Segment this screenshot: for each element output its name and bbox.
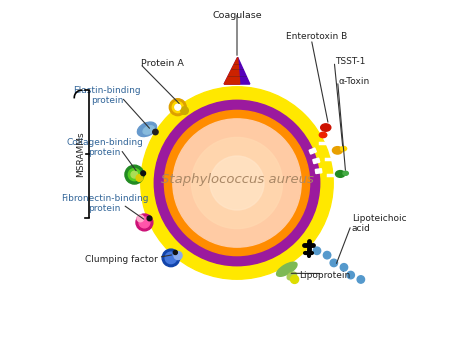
Circle shape bbox=[141, 87, 333, 279]
Text: Elastin-binding
protein: Elastin-binding protein bbox=[73, 85, 141, 105]
Circle shape bbox=[141, 171, 146, 176]
Circle shape bbox=[169, 99, 186, 116]
Ellipse shape bbox=[137, 122, 156, 137]
Ellipse shape bbox=[336, 171, 345, 177]
Ellipse shape bbox=[321, 124, 331, 131]
Circle shape bbox=[131, 171, 138, 178]
Circle shape bbox=[174, 252, 182, 260]
Circle shape bbox=[330, 259, 337, 267]
Text: Clumping factor: Clumping factor bbox=[85, 256, 158, 264]
Text: Fibronectin-binding
protein: Fibronectin-binding protein bbox=[61, 194, 148, 213]
Text: Staphylococcus aureus: Staphylococcus aureus bbox=[161, 173, 313, 186]
Circle shape bbox=[147, 216, 152, 221]
Bar bbox=[313, 158, 320, 164]
Bar bbox=[315, 169, 322, 174]
Circle shape bbox=[128, 168, 140, 181]
Text: Enterotoxin B: Enterotoxin B bbox=[286, 32, 347, 41]
Text: Protein A: Protein A bbox=[141, 59, 183, 68]
Circle shape bbox=[164, 111, 310, 256]
Text: TSST-1: TSST-1 bbox=[335, 57, 365, 66]
Circle shape bbox=[347, 271, 355, 279]
Ellipse shape bbox=[319, 132, 327, 138]
Circle shape bbox=[125, 165, 144, 184]
Circle shape bbox=[153, 129, 158, 135]
Circle shape bbox=[172, 102, 183, 113]
Circle shape bbox=[137, 215, 144, 222]
Circle shape bbox=[210, 156, 264, 210]
Circle shape bbox=[357, 276, 365, 283]
Circle shape bbox=[340, 264, 347, 271]
Circle shape bbox=[323, 252, 331, 259]
Circle shape bbox=[165, 252, 177, 264]
Text: α-Toxin: α-Toxin bbox=[338, 77, 370, 85]
Ellipse shape bbox=[340, 146, 346, 151]
Text: MSRAMMs: MSRAMMs bbox=[76, 132, 85, 177]
Text: Lipoteichoic
acid: Lipoteichoic acid bbox=[352, 214, 406, 233]
Bar bbox=[309, 148, 316, 154]
Ellipse shape bbox=[343, 171, 348, 175]
Ellipse shape bbox=[287, 272, 297, 280]
Text: Coagulase: Coagulase bbox=[212, 11, 262, 20]
Circle shape bbox=[136, 175, 143, 181]
Polygon shape bbox=[224, 57, 240, 84]
Circle shape bbox=[162, 249, 180, 267]
Circle shape bbox=[181, 107, 188, 114]
Text: Lipoprotein: Lipoprotein bbox=[299, 271, 350, 280]
Text: Collagen-binding
protein: Collagen-binding protein bbox=[66, 138, 143, 157]
Polygon shape bbox=[224, 57, 250, 84]
Circle shape bbox=[173, 119, 301, 247]
Circle shape bbox=[173, 251, 177, 255]
Ellipse shape bbox=[277, 262, 297, 276]
Circle shape bbox=[136, 214, 153, 231]
Circle shape bbox=[313, 247, 320, 255]
Circle shape bbox=[175, 104, 181, 110]
Circle shape bbox=[154, 100, 320, 266]
Circle shape bbox=[139, 217, 150, 228]
Circle shape bbox=[191, 137, 283, 228]
Ellipse shape bbox=[332, 147, 343, 154]
Ellipse shape bbox=[143, 126, 154, 134]
Circle shape bbox=[291, 275, 299, 283]
